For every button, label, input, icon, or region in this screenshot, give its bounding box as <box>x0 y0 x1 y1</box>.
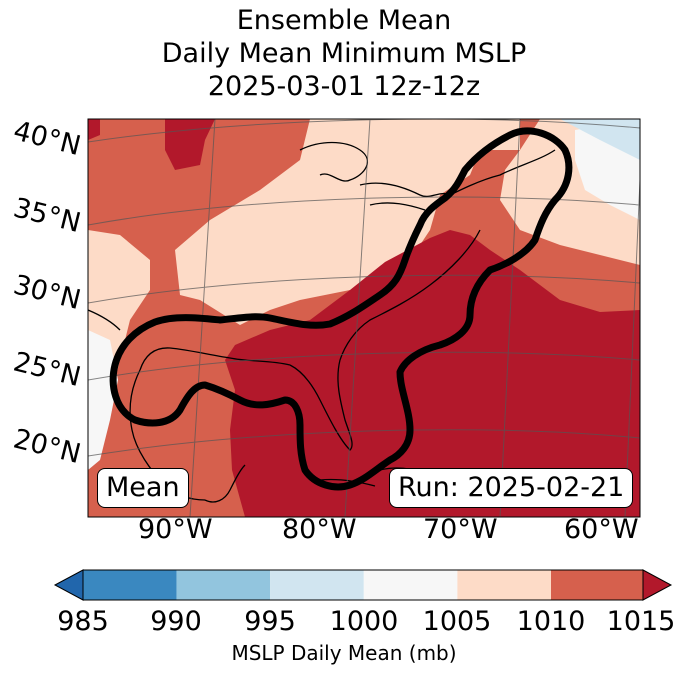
field-1000-west <box>88 330 118 470</box>
colorbar-tick-1000: 1000 <box>329 606 399 637</box>
colorbar-bin-985-990 <box>83 570 177 600</box>
mean-label-box: Mean <box>97 468 189 508</box>
lon-label-90: 90°W <box>138 514 213 545</box>
field-1015-north <box>88 119 100 140</box>
colorbar-bin-1000-1005 <box>363 570 458 600</box>
map-area <box>88 119 640 517</box>
lon-label-80: 80°W <box>282 514 357 545</box>
colorbar-frame <box>82 569 644 601</box>
graticule <box>88 119 640 517</box>
field-1015-core <box>225 230 640 517</box>
colorbar-tick-1005: 1005 <box>422 606 492 637</box>
colorbar-tick-990: 990 <box>150 606 202 637</box>
colorbar-bin-1010-1015 <box>551 570 643 600</box>
field-1005-north <box>175 119 520 325</box>
field-995-ne <box>560 119 640 160</box>
colorbar-extend-low <box>53 569 84 601</box>
colorbar-tick-995: 995 <box>244 606 296 637</box>
colorbar-label: MSLP Daily Mean (mb) <box>231 641 457 665</box>
map-frame <box>87 118 641 518</box>
colorbar-bin-990-995 <box>176 570 271 600</box>
run-date-box: Run: 2025-02-21 <box>389 468 634 508</box>
low-pressure-contour <box>109 127 573 491</box>
lon-label-60: 60°W <box>564 514 639 545</box>
lon-label-70: 70°W <box>423 514 498 545</box>
colorbar-bin-995-1000 <box>270 570 364 600</box>
colorbar-tick-1015: 1015 <box>606 606 676 637</box>
title-line-1: Ensemble Mean <box>236 5 452 36</box>
colorbar <box>53 569 673 601</box>
title-line-2: Daily Mean Minimum MSLP <box>161 38 527 69</box>
title-line-3: 2025-03-01 12z-12z <box>207 71 481 102</box>
colorbar-bin-1005-1010 <box>457 570 551 600</box>
colorbar-tick-985: 985 <box>57 606 109 637</box>
colorbar-tick-1010: 1010 <box>516 606 586 637</box>
field-1015-nw <box>165 119 215 170</box>
colorbar-extend-high <box>642 569 673 601</box>
